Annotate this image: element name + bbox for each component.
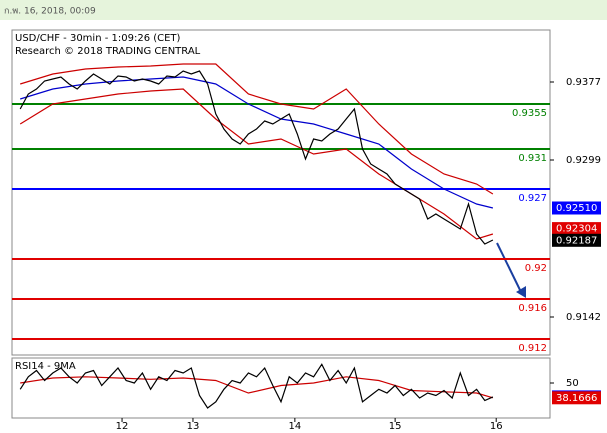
level-label: 0.931 xyxy=(518,153,547,164)
series-line xyxy=(19,363,494,409)
y-tick-label: 0.9299 xyxy=(566,155,601,166)
price-tag xyxy=(552,391,601,405)
x-tick-label: 14 xyxy=(288,421,301,432)
forecast-arrow-head xyxy=(516,286,526,298)
chart-title: RSI14 - 9MA xyxy=(15,361,76,372)
price-tag-label: 0.92187 xyxy=(556,235,597,246)
level-label: 0.927 xyxy=(518,193,547,204)
series-line xyxy=(20,63,494,195)
series-line xyxy=(20,376,494,399)
series-line xyxy=(20,76,494,209)
y-tick-label: 0.9377 xyxy=(566,77,601,88)
header-band xyxy=(0,0,607,20)
y-tick-label: 50 xyxy=(566,378,579,389)
plot-frame xyxy=(11,29,551,356)
level-label: 0.912 xyxy=(518,343,547,354)
series-line xyxy=(19,70,494,245)
plot-frame xyxy=(11,357,551,419)
price-tag xyxy=(552,233,601,247)
header-date: ก.พ. 16, 2018, 00:09 xyxy=(4,7,96,17)
price-tag-label: 0.92510 xyxy=(556,203,597,214)
x-tick-label: 16 xyxy=(490,421,503,432)
price-tag xyxy=(552,222,601,236)
level-label: 0.916 xyxy=(518,303,547,314)
series-line xyxy=(19,88,494,240)
level-label: 0.92 xyxy=(525,263,547,274)
x-tick-label: 12 xyxy=(116,421,129,432)
y-tick-label: 0.9142 xyxy=(566,312,601,323)
x-tick-label: 15 xyxy=(389,421,402,432)
chart-subtitle: Research © 2018 TRADING CENTRAL xyxy=(15,46,201,57)
level-label: 0.9355 xyxy=(512,108,547,119)
price-tag-label: 38.1666 xyxy=(556,393,597,404)
chart-title: USD/CHF - 30min - 1:09:26 (CET) xyxy=(15,33,181,44)
price-tag xyxy=(552,201,601,215)
x-tick-label: 13 xyxy=(187,421,200,432)
forecast-arrow xyxy=(496,242,522,293)
price-tag-label: 0.92304 xyxy=(556,224,597,235)
